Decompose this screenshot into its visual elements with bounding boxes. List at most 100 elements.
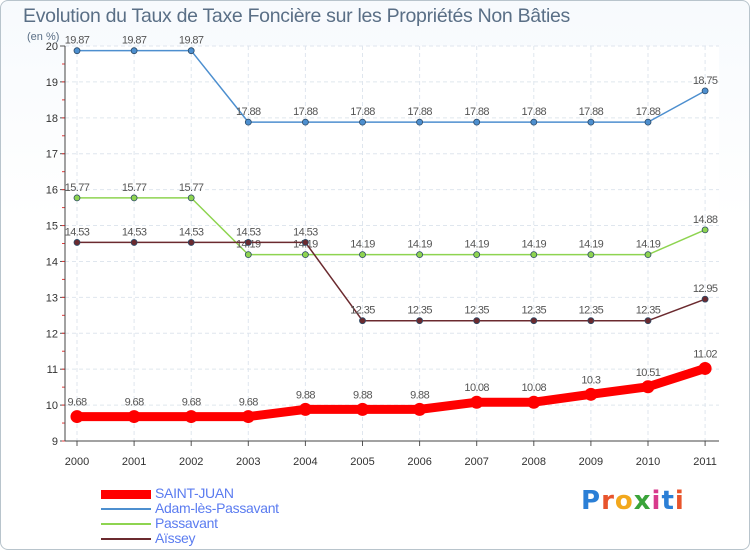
proxiti-logo: Proxiti [581,486,685,516]
data-point-passavant [473,251,481,259]
data-point-saint-juan [70,410,84,424]
data-label: 14.19 [407,239,432,251]
data-point-adam-les-passavant [587,118,595,126]
data-point-aissey [301,239,309,246]
y-tick-label: 11 [47,364,58,376]
data-label: 14.19 [636,239,661,251]
data-point-aissey [130,239,138,246]
data-point-aissey [473,317,481,325]
x-tick-label: 2007 [464,456,488,468]
data-point-adam-les-passavant [530,118,538,126]
legend-label: Passavant [155,515,218,531]
data-point-passavant [587,251,595,259]
y-tick-label: 17 [46,149,58,161]
data-label: 15.77 [179,182,204,194]
data-label: 17.88 [236,106,261,118]
data-label: 12.35 [350,305,375,317]
legend-swatch [101,490,151,499]
data-point-adam-les-passavant [473,118,481,126]
x-tick-label: 2002 [179,456,203,468]
data-label: 18.75 [693,75,718,87]
data-point-adam-les-passavant [644,118,652,126]
data-label: 10.51 [636,367,661,379]
data-label: 17.88 [579,106,604,118]
data-label: 15.77 [65,182,90,194]
data-point-saint-juan [584,387,598,401]
data-point-aissey [187,239,195,246]
legend-item-aissey: Aïssey [101,530,361,547]
data-label: 17.88 [407,106,432,118]
y-tick-label: 19 [46,77,58,89]
data-point-adam-les-passavant [73,47,81,55]
data-label: 14.19 [579,239,604,251]
data-label: 14.19 [350,239,375,251]
data-point-aissey [73,239,81,246]
x-tick-label: 2011 [693,456,717,468]
data-point-saint-juan [184,410,198,424]
y-axis-label: (en %) [27,31,60,43]
data-point-passavant [416,251,424,259]
y-tick-label: 12 [46,328,58,340]
data-label: 9.88 [353,389,372,401]
data-point-passavant [301,251,309,259]
x-tick-label: 2009 [579,456,603,468]
x-tick-label: 2001 [122,456,146,468]
data-point-adam-les-passavant [701,87,709,95]
data-point-passavant [187,194,195,202]
data-label: 19.87 [179,35,204,47]
data-point-saint-juan [470,395,484,409]
series-line-passavant [76,197,706,256]
data-label: 12.35 [579,305,604,317]
logo-letter: r [601,486,615,516]
x-tick-label: 2005 [350,456,374,468]
legend: SAINT-JUAN Adam-lès-Passavant Passavant … [101,485,361,547]
data-point-aissey [359,317,366,325]
data-point-saint-juan [641,380,655,394]
data-label: 14.53 [293,226,318,238]
logo-letter: i [674,486,685,516]
data-point-saint-juan [241,410,255,424]
data-label: 11.02 [693,348,717,360]
data-point-passavant [530,251,538,259]
legend-swatch [101,538,151,540]
data-label: 10.08 [522,382,547,394]
legend-label: SAINT-JUAN [155,485,234,501]
y-tick-label: 16 [46,185,58,197]
logo-letter: P [581,486,602,516]
data-point-passavant [644,251,652,259]
y-tick-label: 20 [46,41,58,53]
data-label: 9.88 [296,389,315,401]
plot-area [65,46,719,441]
data-label: 17.88 [522,106,547,118]
y-tick-label: 9 [52,436,58,448]
data-point-passavant [701,226,709,234]
series-line-saint-juan [72,363,710,422]
x-tick-label: 2010 [636,456,660,468]
data-point-adam-les-passavant [301,118,309,126]
data-point-aissey [701,295,709,303]
data-label: 19.87 [65,35,90,47]
data-label: 19.87 [122,35,147,47]
data-label: 15.77 [122,182,147,194]
data-point-saint-juan [298,402,312,416]
data-label: 17.88 [464,106,489,118]
x-tick-label: 2003 [236,456,260,468]
legend-label: Adam-lès-Passavant [155,500,279,516]
data-label: 14.19 [522,239,547,251]
data-label: 17.88 [293,106,318,118]
data-label: 9.68 [125,397,144,409]
data-label: 10.3 [581,374,600,386]
legend-item-passavant: Passavant [101,515,361,532]
x-tick-label: 2008 [522,456,546,468]
data-label: 9.68 [182,397,201,409]
data-point-saint-juan [698,361,712,375]
x-tick-label: 2004 [293,456,317,468]
legend-swatch [101,508,151,510]
data-point-aissey [416,317,424,325]
data-point-adam-les-passavant [130,47,138,55]
legend-item-saint-juan: SAINT-JUAN [101,485,361,502]
data-label: 12.35 [636,305,661,317]
chart-title: Evolution du Taux de Taxe Foncière sur l… [23,5,570,27]
data-label: 14.53 [65,226,90,238]
